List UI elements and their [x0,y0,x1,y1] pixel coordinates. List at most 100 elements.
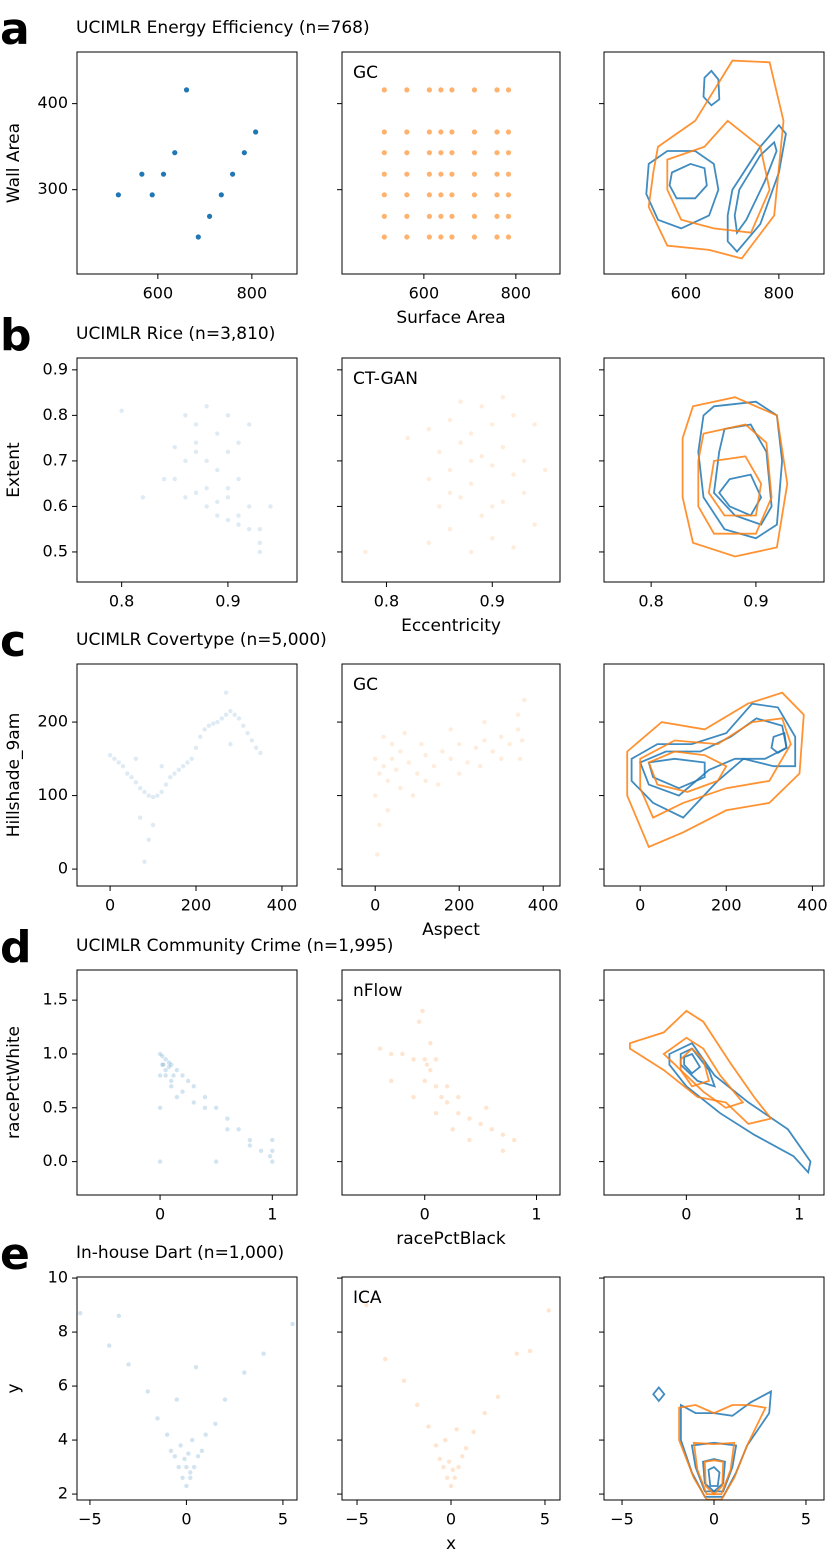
point [393,767,399,773]
point [494,150,500,156]
point [184,1483,189,1489]
point [490,463,495,468]
x-tick-label: 0 [181,1510,191,1529]
point [290,1321,295,1327]
axes-frame [76,1276,298,1501]
point [447,490,453,495]
point [505,213,512,219]
point [381,734,386,739]
point [222,1397,228,1402]
point [223,690,229,695]
point [542,467,548,473]
point [189,756,194,762]
point [449,234,455,240]
point [498,756,504,762]
point [422,1078,427,1084]
axes-frame [603,663,825,887]
x-tick-label: 1 [794,1205,804,1224]
point [180,1475,185,1481]
y-tick-label: 200 [37,712,68,731]
axes-frame [341,969,561,1196]
point [155,1416,160,1421]
point [438,87,444,93]
point [381,234,387,240]
x-tick-label: 0.9 [215,592,240,611]
point [157,1105,163,1110]
point [116,1313,122,1319]
contour [626,691,805,849]
panel-letter: a [0,4,30,55]
point [267,1154,273,1159]
point [163,1073,168,1078]
point [484,1105,489,1110]
point [414,1402,420,1408]
y-tick-label: 0.6 [43,496,68,515]
point [411,1094,416,1100]
point [406,760,411,765]
point [257,526,263,532]
panel-letter: d [0,922,32,973]
contour [630,702,797,819]
x-tick-label: 1 [531,1205,541,1224]
point [521,490,527,495]
point [137,815,143,820]
point [133,756,139,762]
point [137,786,143,791]
point [381,150,387,156]
point [458,440,463,445]
row-title: UCIMLR Energy Efficiency (n=768) [76,18,370,38]
x-tick-label: 600 [143,284,174,303]
point [215,431,220,436]
point [416,1019,422,1024]
point [517,756,523,762]
axes-frame [341,51,561,275]
point [456,1464,461,1470]
plot-area [157,1051,275,1164]
point [253,745,259,751]
point [460,1454,465,1459]
point [160,1053,165,1059]
point [261,1351,266,1356]
point [479,513,484,518]
point [414,771,420,776]
point [191,1084,196,1089]
point [410,793,416,798]
point [463,1445,469,1451]
point [479,404,484,409]
point [467,1137,472,1143]
point [215,499,220,505]
point [185,760,190,765]
x-tick-label: 800 [237,284,268,303]
point [440,749,445,754]
x-tick-label: 800 [764,284,795,303]
contour [707,455,763,517]
point [515,727,521,732]
point [527,1348,533,1354]
y-tick-label: 8 [58,1322,68,1341]
point [438,150,444,156]
x-tick-label: 1 [267,1205,277,1224]
point [437,1456,442,1462]
contour [681,396,789,558]
point [511,1137,517,1143]
point [219,716,225,721]
point [204,458,209,464]
point [245,730,250,736]
y-axis-label: racePctWhite [4,1026,24,1139]
x-tick-label: 200 [711,896,742,915]
contour [733,140,778,236]
contour [662,1036,745,1109]
point [258,750,263,756]
plot-area [363,394,548,555]
contour [678,1404,767,1500]
plot-area [381,87,512,240]
point [398,786,403,791]
y-tick-label: 0.7 [43,450,68,469]
point [191,1464,197,1470]
point [225,495,231,500]
x-axis-label: x [446,1534,456,1550]
contour [647,59,785,260]
point [169,1084,174,1089]
point [120,763,126,769]
x-tick-label: −5 [78,1510,102,1529]
